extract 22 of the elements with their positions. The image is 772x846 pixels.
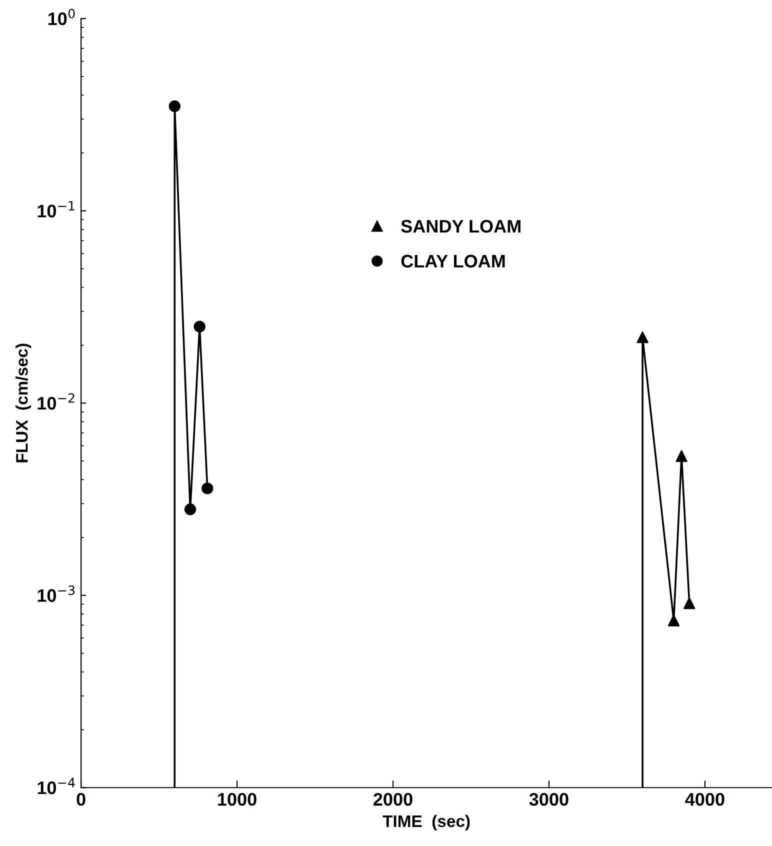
point [668,614,680,626]
point [184,504,196,516]
x-tick-label: 4000 [685,792,724,806]
point [683,597,696,610]
point [194,320,206,332]
legend-label: CLAY LOAM [401,254,505,268]
y-tick-label: 10$^{−4}$ [38,778,75,794]
y-tick-label: 10$^{−3}$ [38,585,75,602]
x-tick-label: 1000 [218,792,256,806]
point [676,450,688,462]
y-tick-label: 10$^{0}$ [48,8,75,26]
x-tick-label: 2000 [374,792,412,806]
y-axis-title: FLUX (cm/sec) [16,344,32,462]
x-tick-label: 0 [76,792,86,806]
legend-label: SANDY LOAM [401,220,520,233]
point [168,100,180,112]
x-axis-title: TIME (sec) [382,814,470,830]
y-tick-label: 10$^{−2}$ [38,393,74,410]
point [636,331,648,344]
point [202,482,214,494]
y-tick-label: 10$^{−1}$ [38,201,74,218]
x-tick-label: 3000 [529,792,568,806]
